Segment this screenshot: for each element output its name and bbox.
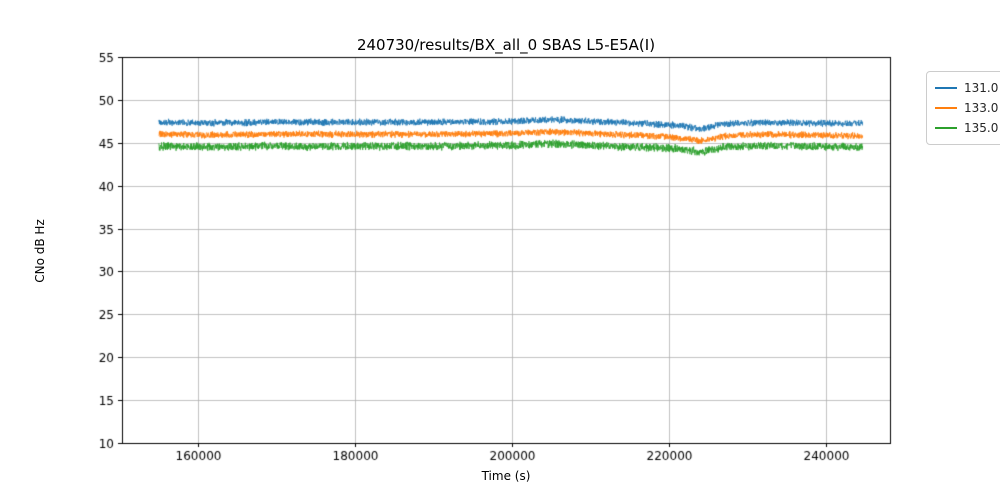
legend-label: 131.0: [964, 81, 999, 95]
legend-item: 133.0: [935, 98, 1000, 118]
legend-swatch: [935, 87, 957, 89]
chart-title: 240730/results/BX_all_0 SBAS L5-E5A(I): [356, 36, 656, 54]
legend-swatch: [935, 107, 957, 109]
legend-item: 135.0: [935, 118, 1000, 138]
legend-item: 131.0: [935, 78, 1000, 98]
x-axis-label: Time (s): [481, 469, 531, 483]
legend: 131.0 133.0 135.0: [926, 71, 1000, 145]
legend-label: 135.0: [964, 121, 999, 135]
y-axis-label: CNo dB Hz: [33, 219, 47, 283]
legend-swatch: [935, 127, 957, 129]
legend-label: 133.0: [964, 101, 999, 115]
